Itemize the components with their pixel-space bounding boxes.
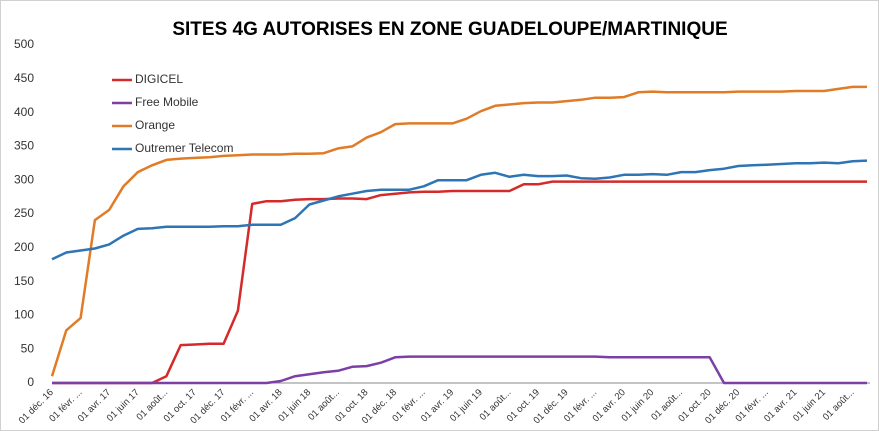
y-tick-label: 50 bbox=[21, 341, 35, 355]
legend-label: DIGICEL bbox=[135, 72, 183, 86]
y-tick-label: 200 bbox=[14, 240, 34, 254]
y-tick-label: 350 bbox=[14, 139, 34, 153]
series-line bbox=[52, 355, 867, 385]
series-line bbox=[52, 180, 867, 385]
y-tick-label: 150 bbox=[14, 274, 34, 288]
y-tick-label: 100 bbox=[14, 308, 34, 322]
series-line bbox=[50, 85, 867, 377]
legend-label: Orange bbox=[135, 118, 175, 132]
legend-label: Free Mobile bbox=[135, 95, 199, 109]
legend-label: Outremer Telecom bbox=[135, 141, 233, 155]
y-tick-label: 300 bbox=[14, 172, 34, 186]
y-tick-label: 250 bbox=[14, 206, 34, 220]
chart-title: SITES 4G AUTORISES EN ZONE GUADELOUPE/MA… bbox=[172, 19, 727, 40]
series-line bbox=[51, 159, 868, 261]
y-tick-label: 450 bbox=[14, 71, 34, 85]
y-tick-label: 0 bbox=[27, 375, 34, 389]
y-tick-label: 400 bbox=[14, 105, 34, 119]
y-tick-label: 500 bbox=[14, 37, 34, 51]
